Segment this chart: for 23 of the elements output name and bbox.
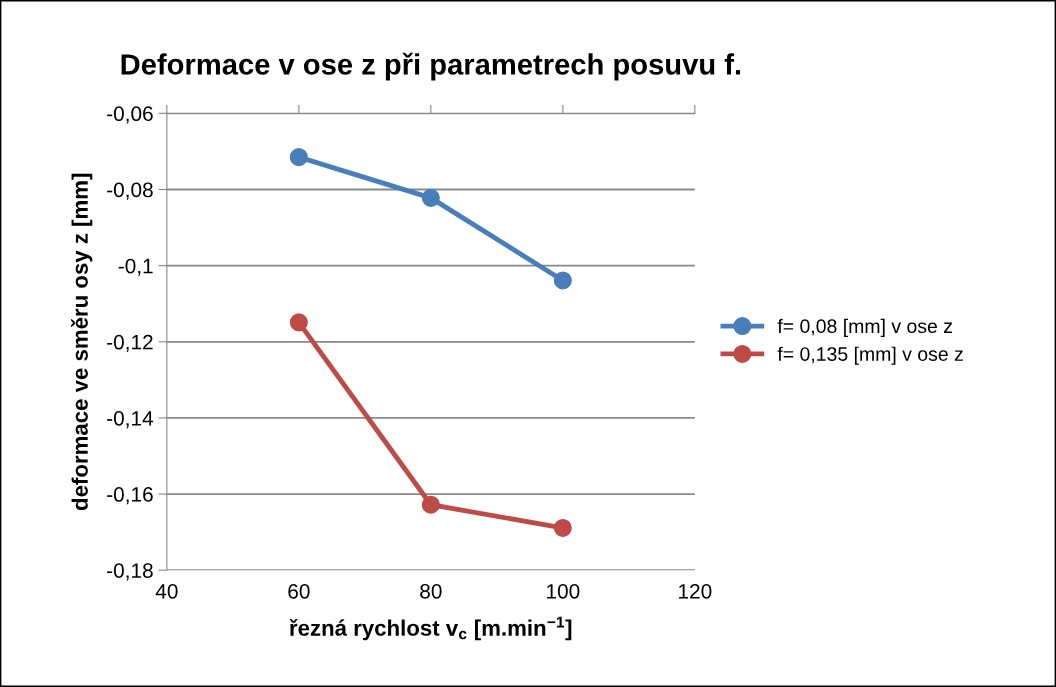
x-tick-label: 60 xyxy=(288,583,310,599)
y-tick-label: -0,08 xyxy=(107,182,153,200)
legend-label: f= 0,135 [mm] v ose z xyxy=(777,346,963,365)
point xyxy=(289,313,308,332)
legend-label: f= 0,08 [mm] v ose z xyxy=(777,318,952,337)
point xyxy=(289,148,308,167)
x-tick-label: 40 xyxy=(155,583,178,599)
chart-title: Deformace v ose z při parametrech posuvu f. xyxy=(121,52,741,81)
x-tick-label: 100 xyxy=(547,583,580,599)
point xyxy=(421,495,440,514)
y-tick-label: -0,1 xyxy=(118,258,153,276)
y-tick-label: -0,12 xyxy=(107,334,153,352)
y-tick-label: -0,14 xyxy=(107,410,154,429)
point xyxy=(421,188,440,207)
point xyxy=(553,271,572,290)
y-tick-label: -0,06 xyxy=(107,106,153,124)
x-tick-label: 80 xyxy=(420,583,442,599)
y-tick-label: -0,18 xyxy=(107,563,153,581)
x-axis-title: řezná rychlost v$_{c}$ [m.min$^{−1}$] xyxy=(289,616,572,641)
y-tick-label: -0,16 xyxy=(107,487,153,505)
point xyxy=(553,518,572,537)
y-axis-title: deformace ve směru osy z [mm] xyxy=(71,173,93,511)
x-tick-label: 120 xyxy=(679,583,712,599)
